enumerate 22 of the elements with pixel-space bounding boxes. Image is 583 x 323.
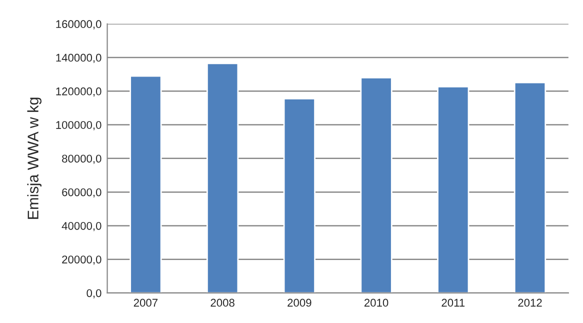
y-tick-label: 120000,0 (56, 87, 102, 97)
y-tick-label: 160000,0 (56, 20, 102, 30)
y-tick-label: 100000,0 (56, 121, 102, 130)
bar (283, 98, 316, 293)
y-tick-label: 40000,0 (62, 222, 102, 232)
y-tick-label: 140000,0 (56, 54, 102, 63)
x-tick-label: 2008 (210, 298, 234, 307)
y-tick-label: 0,0 (86, 289, 102, 298)
bar (514, 82, 546, 293)
bar (206, 62, 239, 293)
x-tick-label: 2012 (518, 298, 542, 307)
bar (360, 77, 392, 293)
x-tick-label: 2011 (442, 298, 465, 307)
y-axis-title: Emisja WWA w kg (27, 98, 42, 219)
y-tick-label: 20000,0 (62, 256, 102, 265)
y-tick-label: 60000,0 (62, 188, 102, 198)
x-tick-label: 2007 (134, 298, 158, 307)
y-tick-label: 80000,0 (62, 154, 102, 164)
x-tick-label: 2009 (288, 298, 312, 307)
bar (130, 75, 162, 293)
x-tick-label: 2010 (364, 298, 388, 307)
bar (437, 86, 470, 293)
